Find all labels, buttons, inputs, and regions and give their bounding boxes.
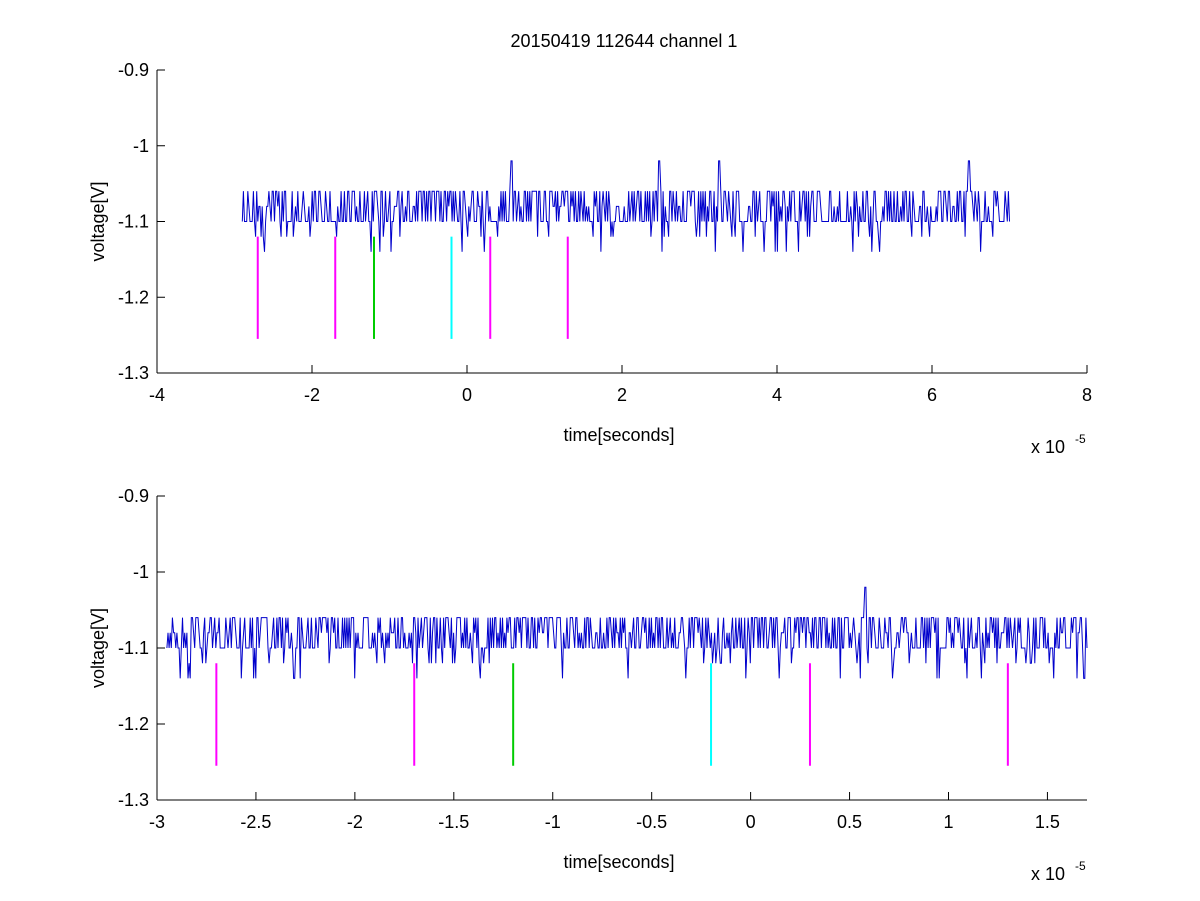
p1-x-tick-label: -3 bbox=[149, 812, 165, 832]
p0-x-tick-label: 6 bbox=[927, 385, 937, 405]
p0-x-tick-label: -2 bbox=[304, 385, 320, 405]
p0-x-axis-label: time[seconds] bbox=[563, 425, 674, 445]
p1-x-axis-label: time[seconds] bbox=[563, 852, 674, 872]
p1-y-tick-label: -1.3 bbox=[118, 790, 149, 810]
p1-y-tick-label: -1.2 bbox=[118, 714, 149, 734]
p1-x-tick-label: -1 bbox=[545, 812, 561, 832]
p1-x-tick-label: 1 bbox=[943, 812, 953, 832]
p0-x-tick-label: 4 bbox=[772, 385, 782, 405]
p0-x-tick-label: 8 bbox=[1082, 385, 1092, 405]
p1-x-tick-label: 0 bbox=[746, 812, 756, 832]
p0-y-axis-label: voltage[V] bbox=[88, 181, 108, 261]
p1-y-tick-label: -1 bbox=[133, 562, 149, 582]
p0-x-multiplier: x 10 bbox=[1031, 437, 1065, 457]
p0-x-tick-label: -4 bbox=[149, 385, 165, 405]
p0-x-multiplier-exponent: -5 bbox=[1075, 432, 1086, 446]
p1-x-tick-label: 0.5 bbox=[837, 812, 862, 832]
p0-y-tick-label: -1.1 bbox=[118, 212, 149, 232]
p0-x-tick-label: 0 bbox=[462, 385, 472, 405]
p1-x-tick-label: -0.5 bbox=[636, 812, 667, 832]
p0-y-tick-label: -0.9 bbox=[118, 60, 149, 80]
p0-y-tick-label: -1.3 bbox=[118, 363, 149, 383]
p1-y-tick-label: -1.1 bbox=[118, 638, 149, 658]
p0-y-tick-label: -1.2 bbox=[118, 287, 149, 307]
p1-x-tick-label: -2 bbox=[347, 812, 363, 832]
p0-voltage-trace bbox=[241, 160, 1010, 252]
p1-x-multiplier-exponent: -5 bbox=[1075, 859, 1086, 873]
p0-x-tick-label: 2 bbox=[617, 385, 627, 405]
p1-x-tick-label: -1.5 bbox=[438, 812, 469, 832]
bottom-plot: -0.9 -1 -1.1 -1.2 -1.3-3 -2.5 -2 -1.5 -1 -0.5 0 0.5… bbox=[88, 486, 1088, 884]
p0-y-tick-label: -1 bbox=[133, 136, 149, 156]
p1-x-tick-label: -2.5 bbox=[240, 812, 271, 832]
p1-y-tick-label: -0.9 bbox=[118, 486, 149, 506]
p1-voltage-trace bbox=[166, 586, 1088, 679]
p1-x-tick-label: 1.5 bbox=[1035, 812, 1060, 832]
p1-x-multiplier: x 10 bbox=[1031, 864, 1065, 884]
p1-y-axis-label: voltage[V] bbox=[88, 608, 108, 688]
figure-title: 20150419 112644 channel 1 bbox=[511, 31, 738, 51]
top-plot: -0.9 -1 -1.1 -1.2 -1.3-4 -2 0 2 4 6 8 time[seconds]… bbox=[88, 60, 1092, 457]
